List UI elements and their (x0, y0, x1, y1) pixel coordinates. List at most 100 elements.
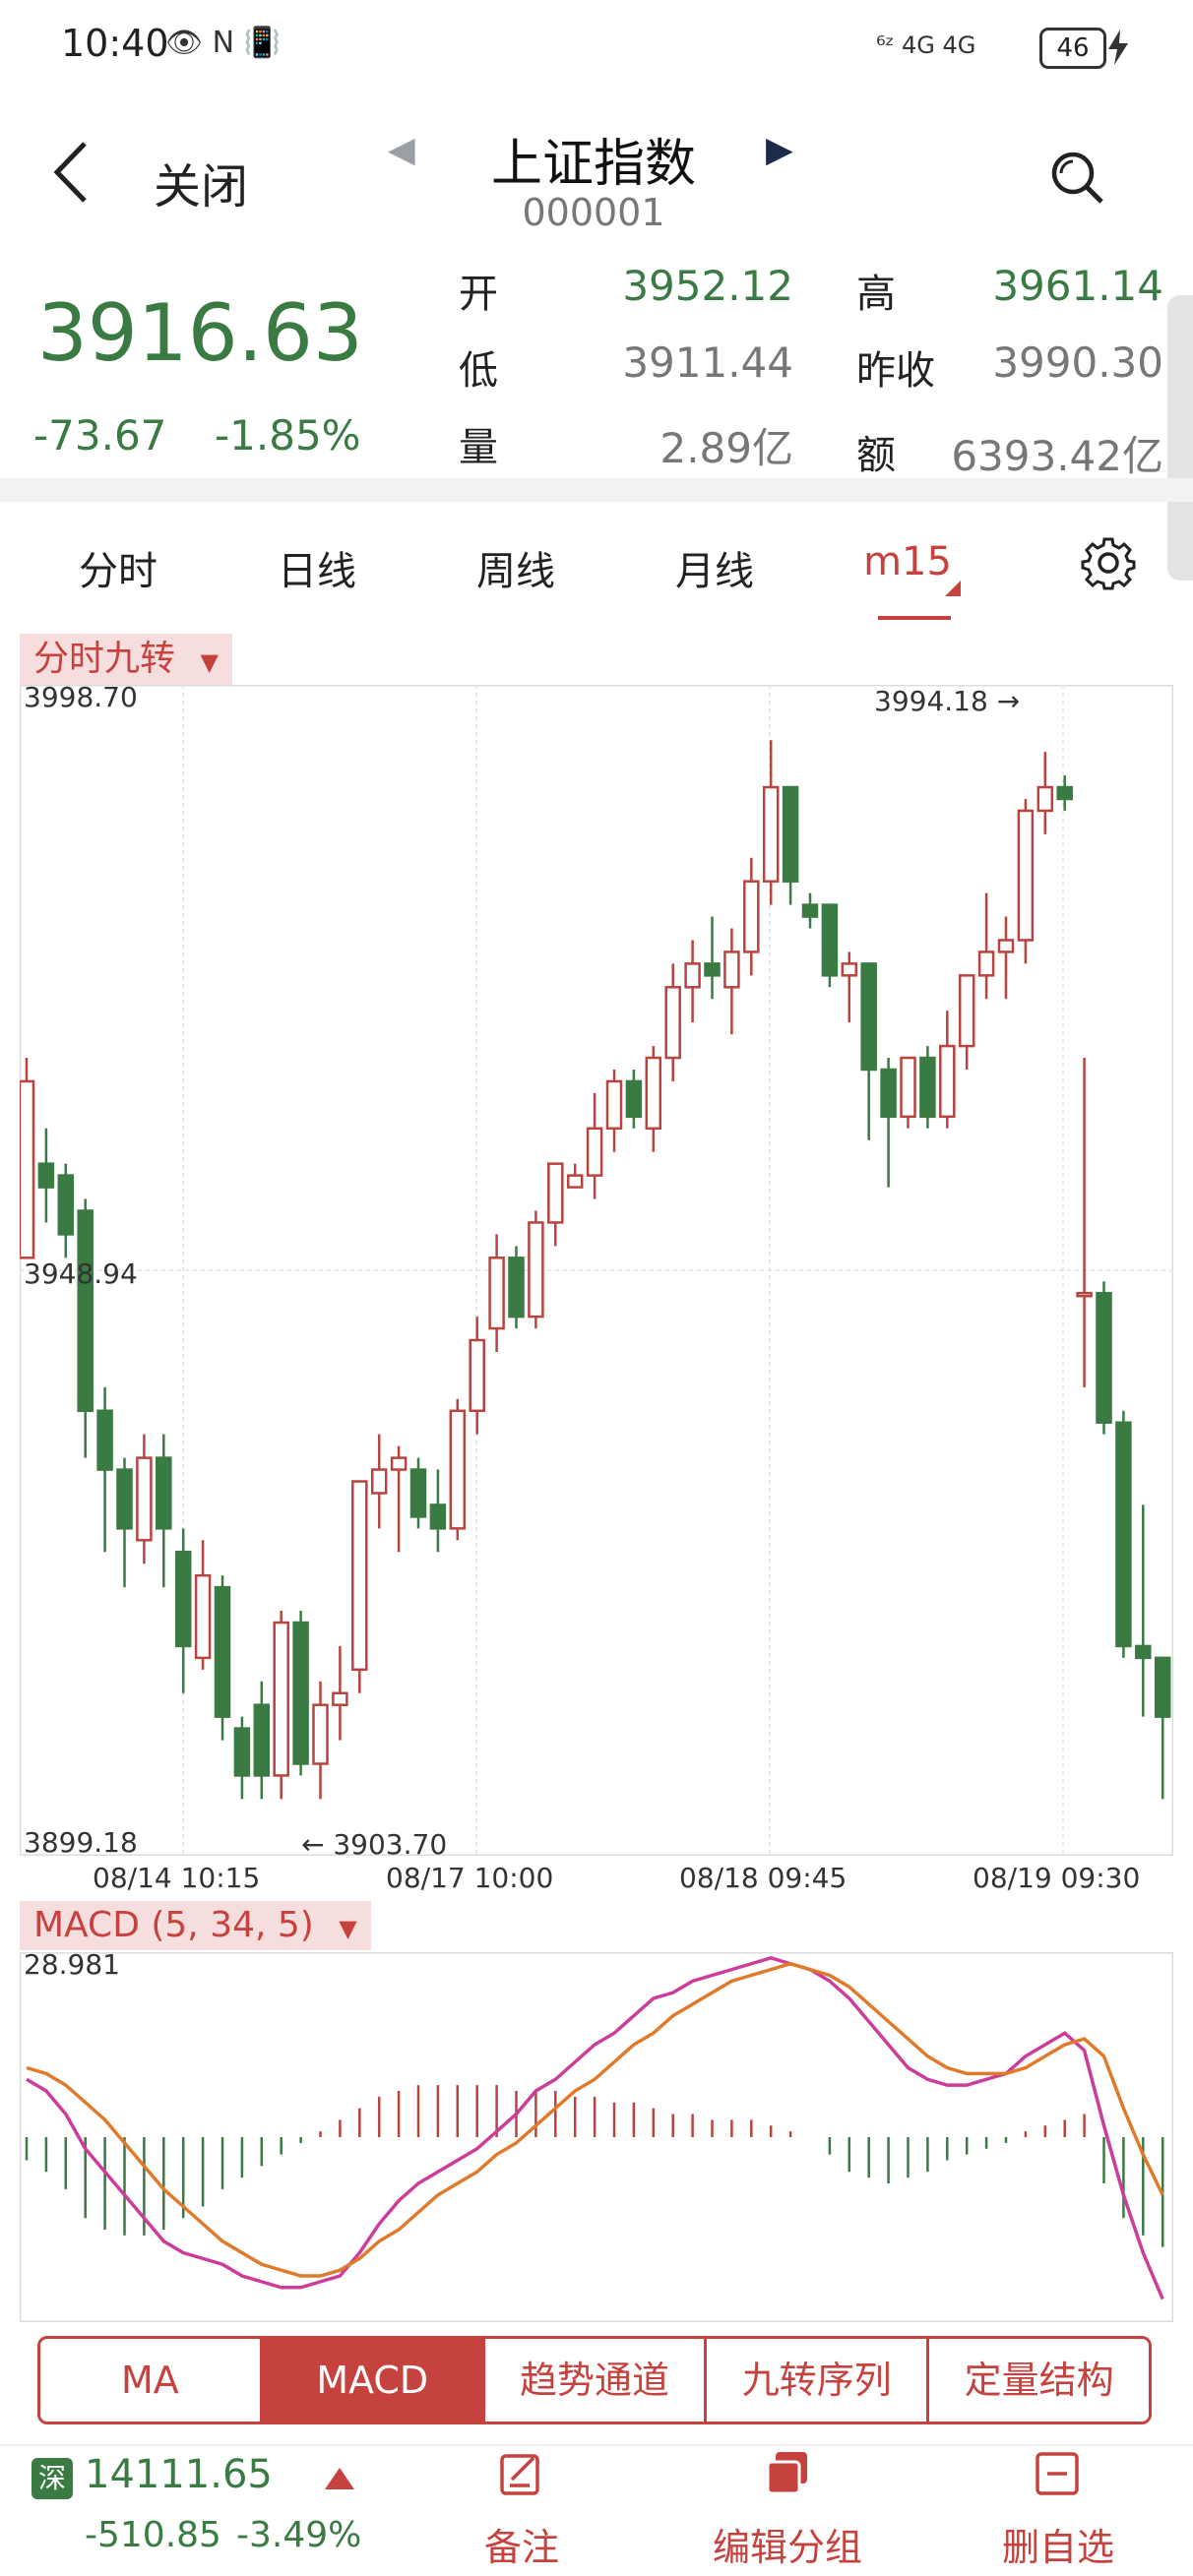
high-label: 高 (856, 272, 896, 317)
page-title: 上证指数 (490, 135, 696, 194)
candle-body (605, 1079, 623, 1131)
candle (116, 1457, 133, 1588)
candle (508, 1246, 525, 1329)
candle-body (449, 1409, 467, 1530)
candle (312, 1681, 329, 1800)
volume-label: 量 (459, 425, 498, 470)
candle-body (214, 1585, 231, 1718)
price-change-pct: -1.85% (215, 411, 361, 460)
candle-body (801, 903, 819, 918)
x-label-4: 08/19 09:30 (973, 1862, 1141, 1894)
indicator-select[interactable]: 分时九转 ▼ (20, 634, 232, 685)
macd-line-dea (26, 1961, 1164, 2278)
candle (1135, 1504, 1152, 1717)
high-value: 3961.14 (992, 262, 1163, 310)
candle-body (1154, 1656, 1171, 1718)
tab-m15[interactable]: m15 (863, 539, 952, 584)
candle (723, 928, 740, 1035)
candle-body (645, 1056, 662, 1131)
candle (801, 892, 819, 929)
edit-group-button[interactable]: 编辑分组 (712, 2526, 862, 2569)
note-button[interactable]: 备注 (483, 2526, 559, 2569)
candle (547, 1162, 564, 1247)
candle-body (919, 1056, 936, 1119)
candle (762, 740, 780, 905)
candle (841, 951, 858, 1023)
candle-body (429, 1503, 447, 1530)
candle (664, 963, 681, 1081)
expand-up-icon[interactable] (325, 2468, 354, 2489)
gear-icon[interactable] (1081, 535, 1136, 590)
amount-label: 额 (856, 433, 896, 478)
y-axis-mid: 3948.94 (24, 1257, 138, 1290)
candle-body (1076, 1291, 1093, 1298)
candle-body (292, 1621, 309, 1765)
candle-body (939, 1044, 956, 1119)
candle (566, 1163, 584, 1189)
tab-monthly[interactable]: 月线 (675, 549, 754, 594)
candle-body (880, 1068, 897, 1119)
candle-body (704, 962, 721, 977)
high-marker: 3994.18 → (874, 685, 1021, 717)
next-stock-icon[interactable]: ▶ (766, 130, 793, 170)
open-value: 3952.12 (622, 262, 793, 310)
candle (645, 1046, 662, 1152)
tab-daily[interactable]: 日线 (278, 549, 356, 594)
tab-nine-turn[interactable]: 九转序列 (707, 2339, 930, 2422)
candle (253, 1681, 271, 1800)
candle-body (136, 1456, 153, 1542)
candle (880, 1058, 897, 1188)
remove-watchlist-icon[interactable] (1034, 2450, 1081, 2497)
tab-weekly[interactable]: 周线 (476, 549, 555, 594)
tab-macd[interactable]: MACD (262, 2339, 485, 2422)
candlestick-chart[interactable] (20, 685, 1173, 1856)
back-icon[interactable] (51, 140, 91, 205)
candle (351, 1480, 368, 1693)
candle-body (116, 1468, 133, 1530)
candle (273, 1611, 289, 1800)
candle-body (958, 974, 975, 1048)
candle (37, 1128, 55, 1223)
candle (174, 1528, 192, 1693)
x-label-2: 08/17 10:00 (386, 1862, 554, 1894)
tab-quant-structure[interactable]: 定量结构 (964, 2359, 1114, 2402)
candle (449, 1398, 467, 1541)
macd-line-dif (26, 1956, 1164, 2300)
candle (409, 1457, 427, 1529)
note-icon[interactable] (498, 2450, 545, 2497)
candle (77, 1198, 94, 1458)
macd-chart[interactable] (20, 1952, 1173, 2322)
divider (0, 478, 1193, 502)
status-icons: 👁 N 📳 (165, 26, 281, 60)
prev-stock-icon[interactable]: ◀ (388, 130, 415, 170)
candle (1076, 1058, 1093, 1387)
volume-value: 2.89亿 (659, 424, 793, 472)
candle-body (37, 1162, 55, 1189)
candle-body (586, 1127, 603, 1177)
amount-value: 6393.42亿 (951, 432, 1163, 480)
side-handle[interactable] (1167, 295, 1193, 581)
sz-index-price[interactable]: 14111.65 (85, 2452, 273, 2497)
candle (860, 962, 877, 1140)
candle (156, 1434, 172, 1588)
candle-body (625, 1079, 643, 1119)
edit-group-icon[interactable] (764, 2450, 811, 2497)
close-button[interactable]: 关闭 (154, 159, 249, 215)
candle (136, 1434, 153, 1564)
candle (997, 916, 1015, 1000)
macd-select[interactable]: MACD (5, 34, 5) ▼ (20, 1901, 371, 1950)
open-label: 开 (459, 272, 498, 317)
candle (469, 1317, 485, 1435)
search-icon[interactable] (1047, 148, 1106, 207)
candle-body (1017, 809, 1035, 942)
candle (625, 1070, 643, 1129)
candle-body (900, 1056, 916, 1119)
tab-ma[interactable]: MA (40, 2339, 263, 2422)
candle (20, 1058, 35, 1259)
tab-trend-channel[interactable]: 趋势通道 (485, 2339, 708, 2422)
remove-watchlist-button[interactable]: 删自选 (1001, 2526, 1114, 2569)
candle-body (273, 1621, 289, 1777)
x-label-1: 08/14 10:15 (93, 1862, 261, 1894)
candle-body (174, 1551, 192, 1648)
tab-intraday[interactable]: 分时 (79, 549, 157, 594)
